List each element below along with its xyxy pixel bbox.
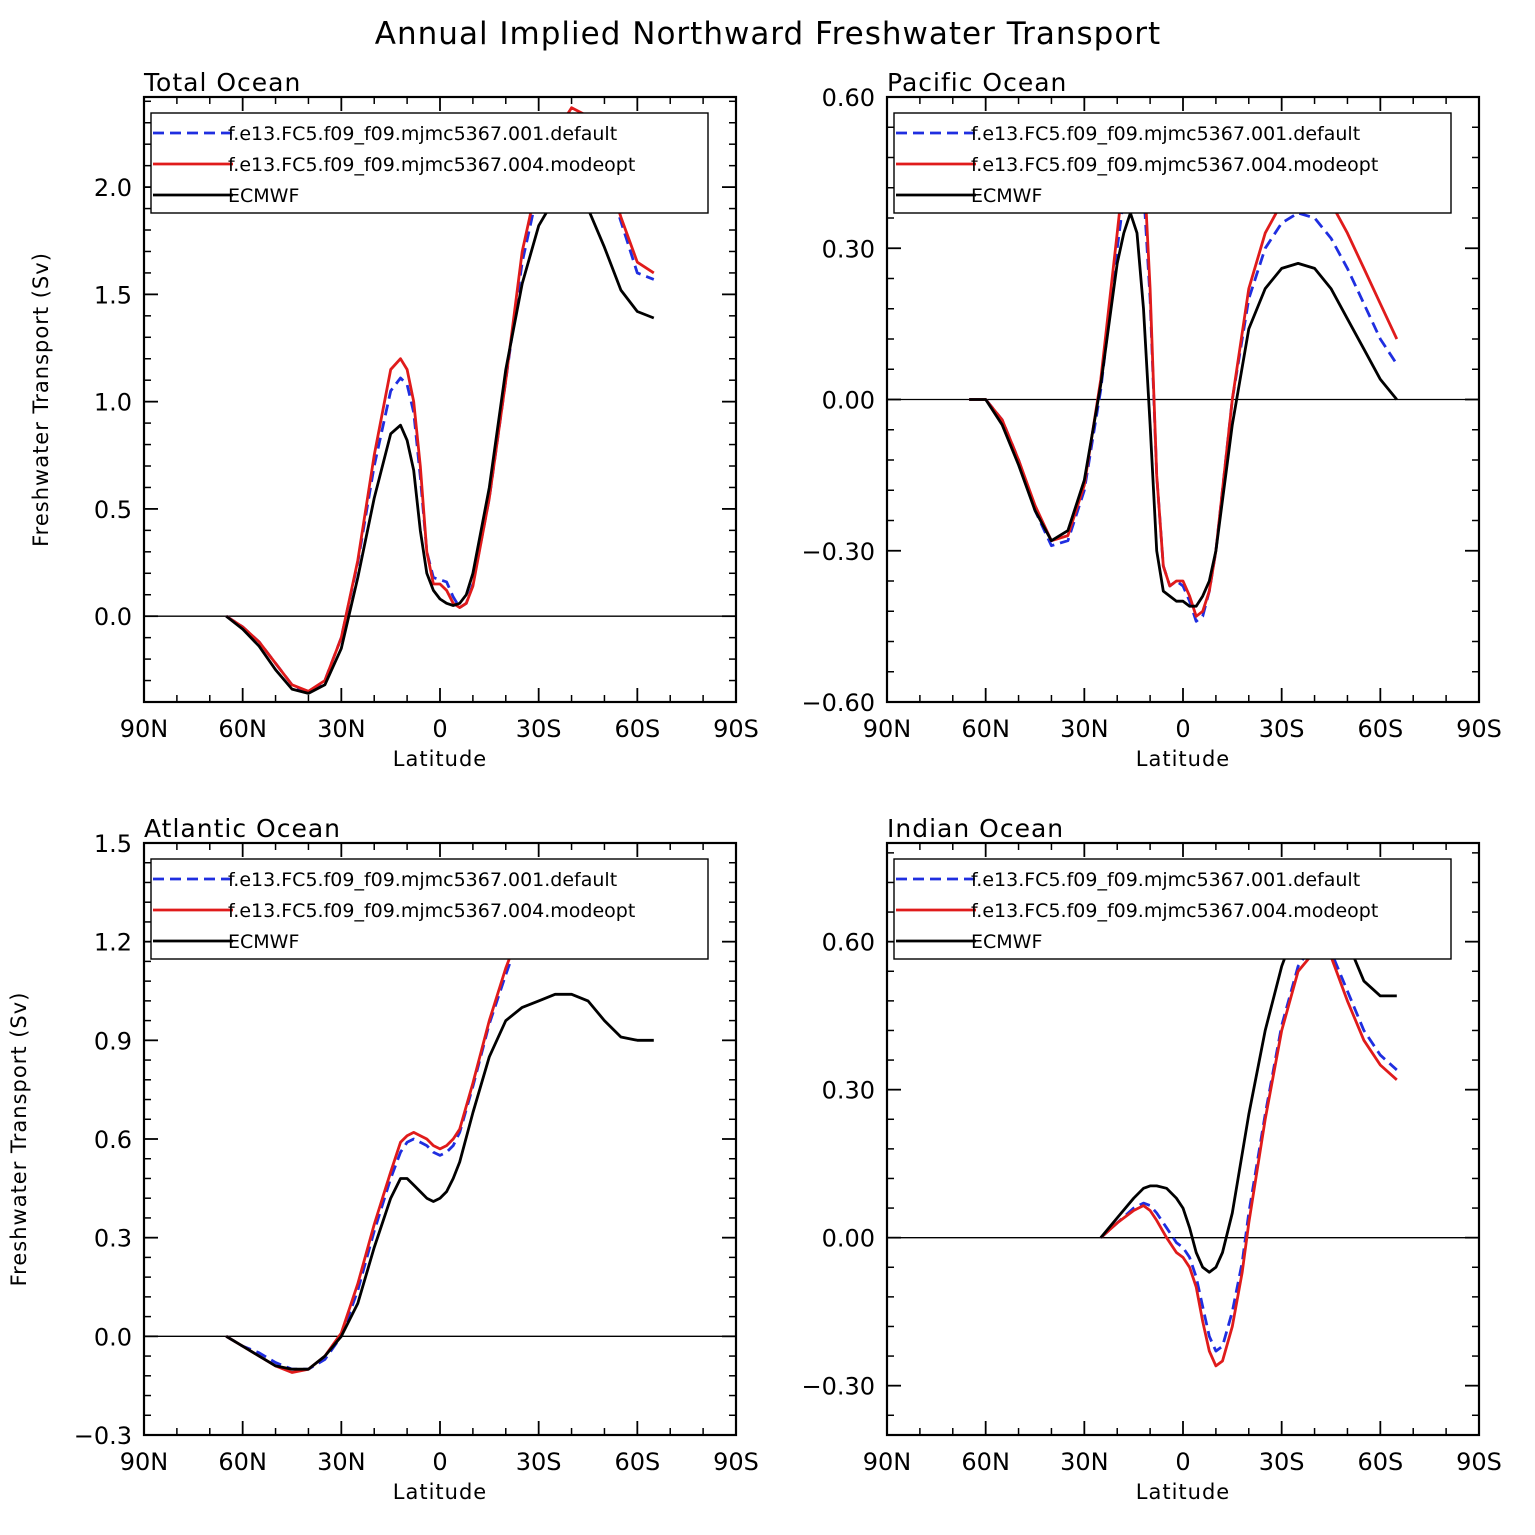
y-tick-label: 1.2 (94, 929, 132, 957)
x-tick-label: 30N (317, 715, 366, 743)
x-axis-label: Latitude (1136, 747, 1230, 771)
x-tick-label: 90N (120, 1448, 169, 1476)
y-tick-label: 0.30 (822, 235, 875, 263)
x-tick-label: 60S (1357, 715, 1403, 743)
legend-box (893, 858, 1452, 960)
x-tick-label: 60N (961, 715, 1010, 743)
x-tick-label: 30S (1259, 715, 1305, 743)
plot-frame (142, 95, 738, 704)
plot-frame (885, 841, 1481, 1437)
panel-title: Pacific Ocean (887, 68, 1067, 97)
y-tick-label: 0.60 (822, 84, 875, 112)
legend-label-ecmwf: ECMWF (971, 931, 1042, 953)
y-tick-label: 1.0 (94, 389, 132, 417)
x-tick-label: 60N (961, 1448, 1010, 1476)
series-line-default (225, 881, 655, 1371)
x-axis-label: Latitude (393, 747, 487, 771)
y-tick-label: 0.30 (822, 1077, 875, 1105)
series-line-ecmwf (225, 185, 655, 695)
legend-label-ecmwf: ECMWF (228, 185, 299, 207)
x-tick-label: 60S (1357, 1448, 1403, 1476)
legend-label-default: f.e13.FC5.f09_f09.mjmc5367.001.default (971, 123, 1360, 145)
x-tick-label: 30N (1060, 715, 1109, 743)
x-tick-label: 30S (516, 1448, 562, 1476)
x-tick-label: 90S (1456, 1448, 1502, 1476)
legend-box (893, 112, 1452, 214)
y-tick-label: 0.0 (94, 603, 132, 631)
x-tick-label: 90N (863, 1448, 912, 1476)
y-tick-label: 2.0 (94, 174, 132, 202)
y-axis-label: Freshwater Transport (Sv) (7, 992, 31, 1287)
series-line-ecmwf (225, 992, 654, 1371)
series-line-modeopt (1099, 945, 1398, 1368)
y-tick-label: 0.00 (822, 1225, 875, 1253)
x-tick-label: 0 (1175, 715, 1190, 743)
legend-label-default: f.e13.FC5.f09_f09.mjmc5367.001.default (228, 869, 617, 891)
x-tick-label: 30S (516, 715, 562, 743)
legend-box (150, 858, 709, 960)
y-tick-label: 0.9 (94, 1027, 132, 1055)
x-tick-label: 60N (218, 1448, 267, 1476)
series-line-default (1099, 940, 1398, 1353)
panel-title: Indian Ocean (887, 814, 1064, 843)
legend-label-ecmwf: ECMWF (971, 185, 1042, 207)
series-line-ecmwf (969, 211, 1398, 608)
y-tick-label: 0.3 (94, 1225, 132, 1253)
y-axis-label: Freshwater Transport (Sv) (29, 252, 53, 547)
x-tick-label: 0 (432, 1448, 447, 1476)
x-tick-label: 0 (1175, 1448, 1190, 1476)
panel-indian-ocean: Indian Ocean 90N 60N 30N 0 30S 60S 90S −0.30 0.00… (801, 814, 1501, 1504)
panel-atlantic-ocean: Atlantic Ocean 90N 60N 30N 0 30S 60S 90S −0.3 0.0… (7, 814, 759, 1504)
panel-title: Atlantic Ocean (144, 814, 341, 843)
x-tick-label: 90S (713, 715, 759, 743)
x-tick-label: 60N (218, 715, 267, 743)
panel-title: Total Ocean (143, 68, 301, 97)
y-tick-label: 1.5 (94, 281, 132, 309)
panel-total-ocean: Total Ocean 90N 60N 30N 0 30S 60S 90S 0.0 0.5 1.0 1… (29, 68, 759, 771)
y-tick-label: −0.30 (801, 1373, 875, 1401)
y-tick-label: −0.60 (801, 689, 875, 717)
y-tick-label: 1.5 (94, 830, 132, 858)
legend-label-modeopt: f.e13.FC5.f09_f09.mjmc5367.004.modeopt (228, 900, 635, 922)
x-tick-label: 90N (120, 715, 169, 743)
x-tick-label: 90S (713, 1448, 759, 1476)
legend-label-modeopt: f.e13.FC5.f09_f09.mjmc5367.004.modeopt (228, 154, 635, 176)
legend-box (150, 112, 709, 214)
y-tick-label: 0.0 (94, 1323, 132, 1351)
series-line-default (969, 161, 1398, 623)
y-tick-label: 0.6 (94, 1126, 132, 1154)
plot-frame (885, 95, 1481, 704)
x-tick-label: 30N (1060, 1448, 1109, 1476)
x-axis-label: Latitude (1136, 1480, 1230, 1504)
x-tick-label: 60S (614, 1448, 660, 1476)
legend-label-ecmwf: ECMWF (228, 931, 299, 953)
y-tick-label: −0.3 (74, 1422, 132, 1450)
x-tick-label: 0 (432, 715, 447, 743)
y-tick-label: −0.30 (801, 538, 875, 566)
panel-pacific-ocean: Pacific Ocean 90N 60N 30N 0 30S 60S 90S −0.60 −0.… (801, 68, 1501, 771)
x-tick-label: 90N (863, 715, 912, 743)
y-tick-label: 0.5 (94, 496, 132, 524)
x-tick-label: 90S (1456, 715, 1502, 743)
x-tick-label: 60S (614, 715, 660, 743)
plot-frame (142, 841, 738, 1437)
legend-label-default: f.e13.FC5.f09_f09.mjmc5367.001.default (971, 869, 1360, 891)
legend-label-default: f.e13.FC5.f09_f09.mjmc5367.001.default (228, 123, 617, 145)
x-axis-label: Latitude (393, 1480, 487, 1504)
x-tick-label: 30N (317, 1448, 366, 1476)
legend-label-modeopt: f.e13.FC5.f09_f09.mjmc5367.004.modeopt (971, 900, 1378, 922)
y-tick-label: 0.60 (822, 929, 875, 957)
x-tick-label: 30S (1259, 1448, 1305, 1476)
legend-label-modeopt: f.e13.FC5.f09_f09.mjmc5367.004.modeopt (971, 154, 1378, 176)
y-tick-label: 0.00 (822, 387, 875, 415)
figure-title: Annual Implied Northward Freshwater Tran… (375, 16, 1161, 52)
